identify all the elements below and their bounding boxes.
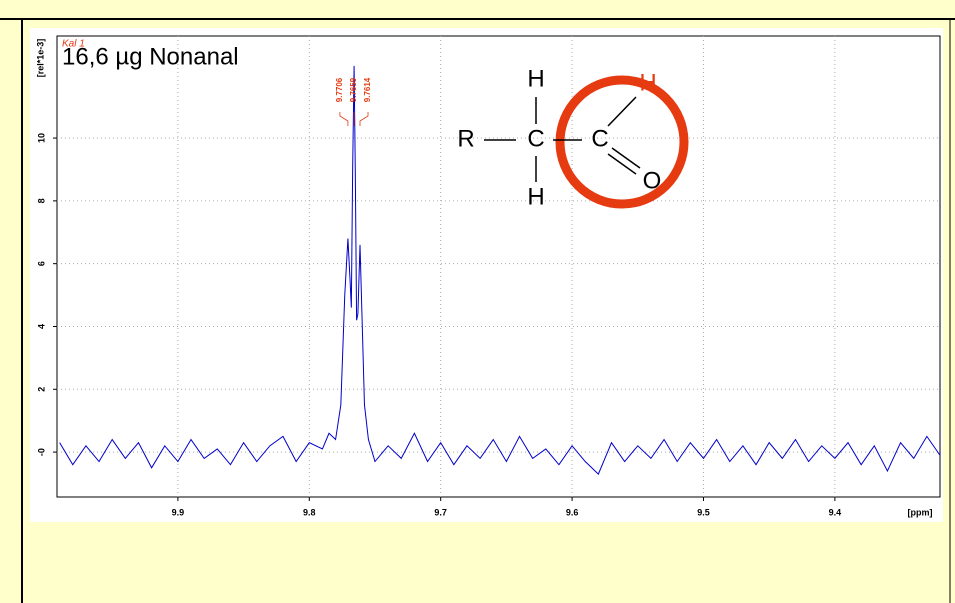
bond xyxy=(607,96,637,127)
atom: R xyxy=(457,125,474,152)
y-tick-label: -0 xyxy=(36,448,46,456)
x-tick-label: 9.8 xyxy=(303,507,316,517)
x-tick-label: 9.7 xyxy=(434,507,447,517)
peak-marker xyxy=(339,112,349,126)
bond xyxy=(611,147,641,169)
label: Kal 1 xyxy=(62,39,85,50)
x-tick-label: 9.5 xyxy=(697,507,710,517)
y-tick-label: 2 xyxy=(36,387,46,392)
plot-panel xyxy=(30,28,943,522)
x-axis-label: [ppm] xyxy=(908,507,933,517)
atom: H xyxy=(527,183,544,210)
x-tick-label: 9.9 xyxy=(172,507,185,517)
atom: C xyxy=(527,125,544,152)
y-tick-label: 4 xyxy=(36,324,46,329)
y-axis-label: [rel*1e-3] xyxy=(35,39,45,78)
title: 16,6 µg Nonanal xyxy=(62,43,239,70)
spectrum-line xyxy=(59,65,941,475)
y-tick-label: 10 xyxy=(36,133,46,143)
marks xyxy=(59,65,941,475)
peak-label: 9.7659 xyxy=(349,77,358,102)
highlight-circle xyxy=(555,75,689,209)
x-tick-label: 9.4 xyxy=(829,507,842,517)
atom: C xyxy=(591,125,608,152)
peak-marker xyxy=(359,112,369,126)
x-tick-label: 9.6 xyxy=(566,507,579,517)
peak-label: 9.7614 xyxy=(363,77,372,102)
y-tick-label: 8 xyxy=(36,198,46,203)
bond xyxy=(607,153,637,175)
atom: H xyxy=(639,69,656,96)
structure: R C H H C H O xyxy=(457,65,689,210)
atom: O xyxy=(643,167,662,194)
peak-label: 9.7706 xyxy=(335,77,344,102)
atom: H xyxy=(527,65,544,92)
y-tick-label: 6 xyxy=(36,261,46,266)
plot-frame xyxy=(56,35,941,498)
